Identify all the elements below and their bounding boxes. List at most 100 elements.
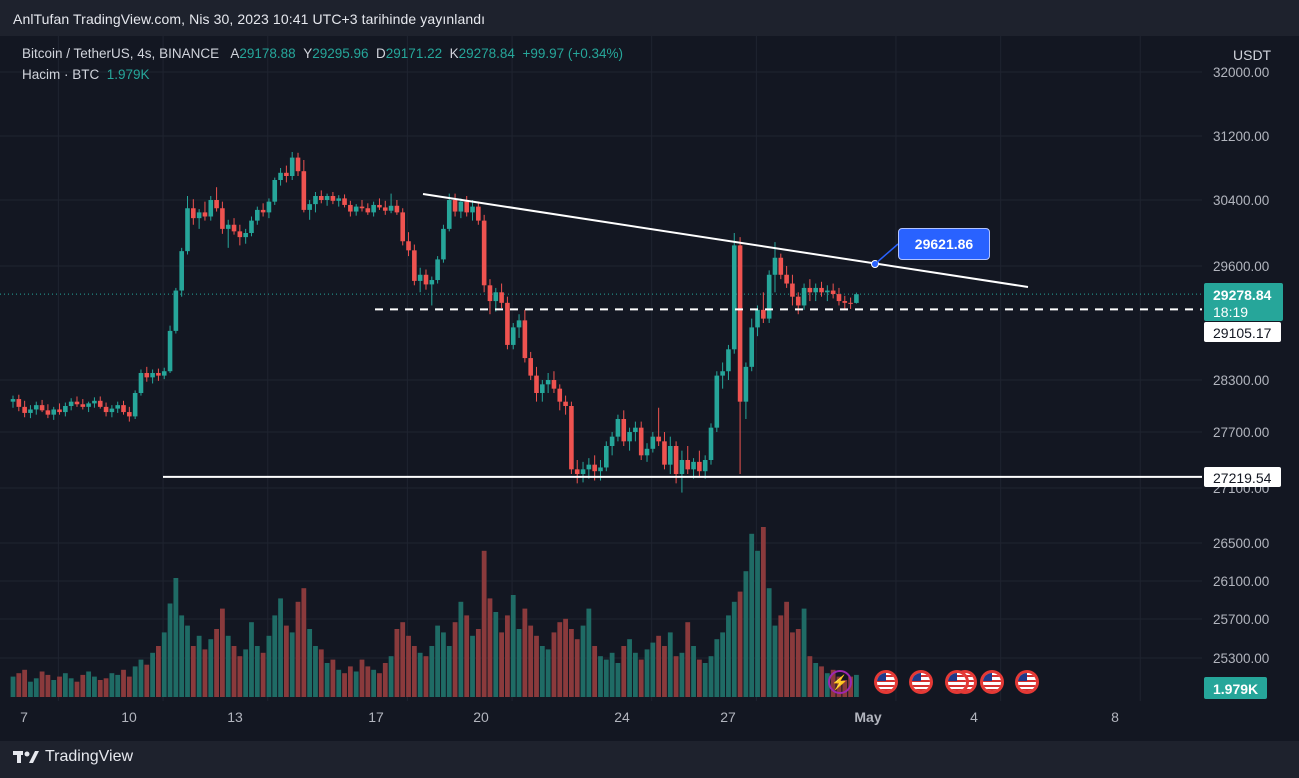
low-value: 29171.22: [385, 46, 443, 61]
time-tick-label: 8: [1111, 709, 1119, 725]
callout-connector: [874, 243, 899, 265]
volume-bar: [708, 656, 714, 697]
volume-bar: [185, 625, 190, 697]
candle: [57, 403, 62, 415]
candle: [382, 200, 388, 215]
candle: [522, 309, 528, 363]
volume-bar: [28, 681, 33, 697]
volume-bar: [179, 615, 185, 697]
candle: [627, 427, 632, 451]
volume-bar: [539, 646, 545, 697]
candle: [225, 219, 231, 248]
time-tick-label: May: [854, 709, 881, 725]
us-flag-icon[interactable]: [980, 670, 1004, 694]
support-price-label: 29105.17: [1213, 325, 1272, 341]
volume-bar: [569, 629, 574, 697]
volume-bar: [324, 663, 330, 697]
candle: [185, 196, 190, 255]
volume-bar: [522, 608, 528, 697]
candle: [307, 200, 312, 220]
candle: [609, 432, 615, 456]
price-tick-label: 31200.00: [1213, 129, 1269, 144]
candle: [795, 292, 801, 315]
volume-bar: [97, 680, 103, 697]
footer-bar: TradingView: [0, 741, 1299, 778]
candle: [726, 344, 731, 380]
candle: [301, 160, 307, 213]
candle: [103, 402, 109, 417]
event-bolt-icon[interactable]: ⚡: [828, 670, 852, 694]
candle: [243, 228, 248, 244]
volume-bar: [115, 674, 121, 697]
open-label: A: [230, 46, 240, 61]
volume-bar: [411, 646, 417, 697]
volume-bar: [644, 649, 650, 697]
candle: [534, 366, 539, 402]
candle: [330, 192, 336, 205]
volume-bar: [435, 625, 441, 697]
volume-bar: [74, 681, 80, 697]
bottom-price-label: 27219.54: [1213, 470, 1272, 486]
volume-bar: [51, 680, 57, 697]
us-flag-icon[interactable]: [874, 670, 898, 694]
candle: [702, 455, 708, 479]
volume-bar: [429, 646, 435, 697]
volume-bar: [755, 550, 760, 697]
candle: [156, 368, 161, 381]
volume-bar: [231, 646, 237, 697]
candle: [761, 292, 766, 323]
volume-bar: [795, 629, 801, 697]
candle: [720, 362, 725, 389]
candle: [161, 367, 167, 380]
volume-bar: [196, 635, 202, 697]
us-flag-icon[interactable]: [1015, 670, 1039, 694]
volume-bar: [161, 632, 167, 697]
candle: [662, 432, 667, 470]
chart-area[interactable]: USDT 32000.00 31200.00 30400.00 29600.00 2830…: [0, 36, 1299, 741]
tradingview-logo[interactable]: TradingView: [13, 748, 133, 766]
volume-bar: [144, 664, 150, 697]
change-value: +99.97 (+0.34%): [522, 46, 624, 61]
candle: [743, 362, 749, 419]
us-flag-icon[interactable]: [909, 670, 933, 694]
candle: [499, 283, 504, 309]
candle: [825, 285, 830, 302]
volume-bar: [551, 632, 557, 697]
candle: [16, 394, 22, 412]
candle: [452, 193, 458, 217]
volume-bar: [801, 608, 807, 697]
volume-bar: [493, 612, 499, 697]
volume-label[interactable]: Hacim · BTC: [22, 67, 100, 82]
symbol-name[interactable]: Bitcoin / TetherUS, 4s, BINANCE: [22, 46, 220, 61]
volume-bar: [854, 674, 859, 697]
volume-bar: [638, 659, 644, 697]
volume-bar: [790, 632, 795, 697]
candle: [487, 279, 493, 315]
candle: [801, 283, 807, 310]
trendline-price-callout[interactable]: 29621.86: [898, 228, 990, 260]
volume-bar: [632, 652, 638, 697]
us-flag-icon[interactable]: [945, 670, 969, 694]
descending-trendline[interactable]: [422, 193, 1029, 288]
candle: [667, 436, 673, 474]
candle: [132, 390, 138, 419]
volume-bar: [208, 639, 214, 697]
volume-bar: [417, 652, 423, 697]
candle: [790, 274, 795, 306]
price-tick-label: 28300.00: [1213, 373, 1269, 388]
volume-bar: [760, 527, 766, 697]
volume-bar: [545, 649, 551, 697]
candle: [109, 405, 115, 418]
volume-bar: [731, 601, 737, 697]
volume-bar: [243, 649, 249, 697]
chart-svg[interactable]: USDT 32000.00 31200.00 30400.00 29600.00 2830…: [0, 36, 1299, 741]
volume-bar: [301, 588, 307, 697]
volume-bar: [487, 598, 493, 697]
volume-bar: [615, 663, 621, 697]
candle: [74, 396, 80, 407]
volume-bar: [295, 601, 301, 697]
candle: [80, 399, 86, 410]
drawing-lines: [163, 193, 1202, 478]
candle: [63, 402, 68, 417]
volume-bar: [313, 646, 318, 697]
